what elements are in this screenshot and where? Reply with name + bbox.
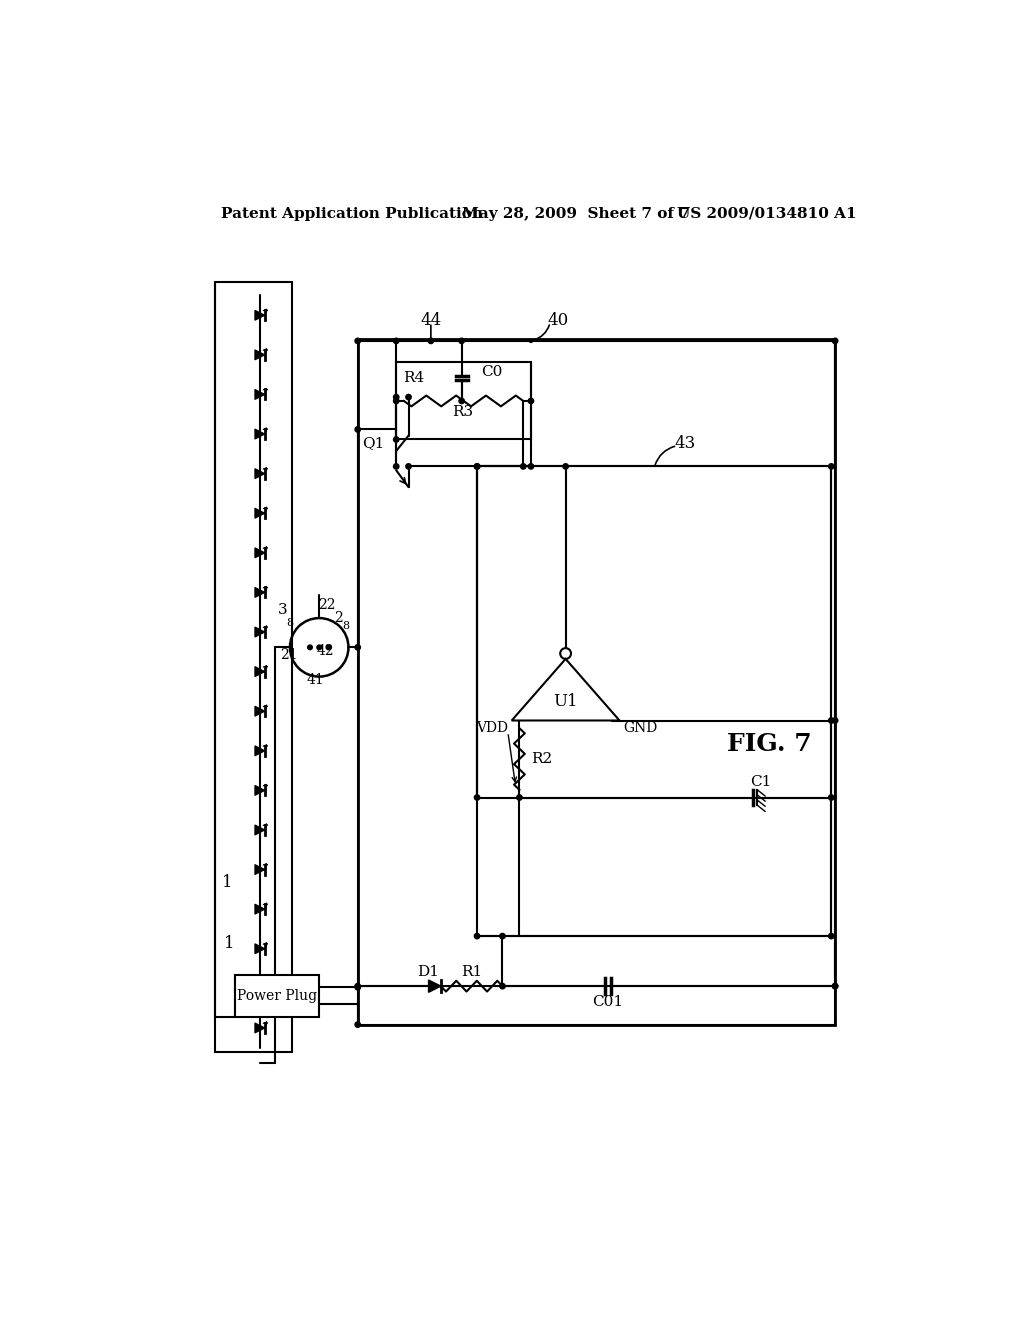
Circle shape xyxy=(833,983,838,989)
Polygon shape xyxy=(255,667,265,677)
Circle shape xyxy=(517,795,522,800)
Text: 41: 41 xyxy=(306,673,325,686)
Text: R2: R2 xyxy=(531,752,552,766)
Polygon shape xyxy=(255,310,265,321)
Text: 22: 22 xyxy=(318,598,336,612)
Text: Power Plug: Power Plug xyxy=(237,989,316,1003)
Circle shape xyxy=(393,399,399,404)
Bar xyxy=(477,466,831,936)
Polygon shape xyxy=(255,350,265,360)
Circle shape xyxy=(428,338,433,343)
Polygon shape xyxy=(255,746,265,756)
Text: U1: U1 xyxy=(553,693,578,710)
Text: R4: R4 xyxy=(403,371,425,385)
Bar xyxy=(357,339,836,1024)
Circle shape xyxy=(316,645,322,649)
Text: R1: R1 xyxy=(461,965,482,979)
Circle shape xyxy=(307,645,312,649)
Text: 3: 3 xyxy=(278,603,287,618)
Text: US 2009/0134810 A1: US 2009/0134810 A1 xyxy=(677,207,857,220)
Text: D1: D1 xyxy=(418,965,439,979)
Text: C01: C01 xyxy=(593,994,624,1008)
Circle shape xyxy=(828,795,834,800)
Circle shape xyxy=(474,933,480,939)
Circle shape xyxy=(355,1022,360,1027)
Bar xyxy=(396,363,531,440)
Circle shape xyxy=(355,985,360,990)
Polygon shape xyxy=(255,944,265,954)
Text: May 28, 2009  Sheet 7 of 7: May 28, 2009 Sheet 7 of 7 xyxy=(462,207,689,220)
Text: 44: 44 xyxy=(420,312,441,329)
Circle shape xyxy=(500,933,505,939)
Text: 8: 8 xyxy=(342,620,349,631)
Text: 8: 8 xyxy=(287,618,294,628)
Polygon shape xyxy=(429,979,441,993)
Polygon shape xyxy=(255,508,265,519)
Text: 21: 21 xyxy=(280,648,297,663)
Text: VDD: VDD xyxy=(476,721,508,735)
Bar xyxy=(234,974,319,1016)
Circle shape xyxy=(459,338,464,343)
Circle shape xyxy=(355,983,360,989)
Circle shape xyxy=(355,644,360,649)
Bar xyxy=(215,281,292,1052)
Circle shape xyxy=(355,426,360,432)
Text: 2: 2 xyxy=(334,611,343,626)
Circle shape xyxy=(500,983,505,989)
Text: 43: 43 xyxy=(675,434,695,451)
Circle shape xyxy=(474,795,480,800)
Polygon shape xyxy=(255,548,265,558)
Polygon shape xyxy=(255,627,265,638)
Text: 40: 40 xyxy=(547,312,568,329)
Text: R3: R3 xyxy=(453,405,474,420)
Text: 42: 42 xyxy=(316,644,334,659)
Polygon shape xyxy=(255,785,265,796)
Text: C1: C1 xyxy=(750,775,771,789)
Circle shape xyxy=(828,463,834,469)
Circle shape xyxy=(520,463,526,469)
Polygon shape xyxy=(255,469,265,479)
Circle shape xyxy=(355,338,360,343)
Text: Patent Application Publication: Patent Application Publication xyxy=(221,207,483,220)
Circle shape xyxy=(393,395,399,400)
Circle shape xyxy=(828,718,834,723)
Polygon shape xyxy=(255,389,265,400)
Circle shape xyxy=(406,395,412,400)
Polygon shape xyxy=(255,904,265,915)
Circle shape xyxy=(833,338,838,343)
Circle shape xyxy=(474,463,480,469)
Polygon shape xyxy=(255,983,265,994)
Circle shape xyxy=(529,339,532,342)
Polygon shape xyxy=(255,587,265,598)
Polygon shape xyxy=(255,429,265,440)
Circle shape xyxy=(393,463,399,469)
Polygon shape xyxy=(255,825,265,836)
Text: 1: 1 xyxy=(222,874,232,891)
Polygon shape xyxy=(255,865,265,875)
Circle shape xyxy=(528,463,534,469)
Circle shape xyxy=(563,463,568,469)
Text: 1: 1 xyxy=(224,936,234,952)
Circle shape xyxy=(406,463,412,469)
Circle shape xyxy=(833,718,838,723)
Circle shape xyxy=(474,463,480,469)
Circle shape xyxy=(459,399,464,404)
Text: FIG. 7: FIG. 7 xyxy=(727,731,812,755)
Polygon shape xyxy=(255,706,265,717)
Circle shape xyxy=(393,338,399,343)
Circle shape xyxy=(528,399,534,404)
Circle shape xyxy=(828,933,834,939)
Polygon shape xyxy=(255,1023,265,1034)
Text: GND: GND xyxy=(624,721,657,735)
Circle shape xyxy=(393,437,399,442)
Text: Q1: Q1 xyxy=(362,437,385,450)
Circle shape xyxy=(833,983,838,989)
Text: C0: C0 xyxy=(481,366,503,379)
Circle shape xyxy=(326,645,331,649)
